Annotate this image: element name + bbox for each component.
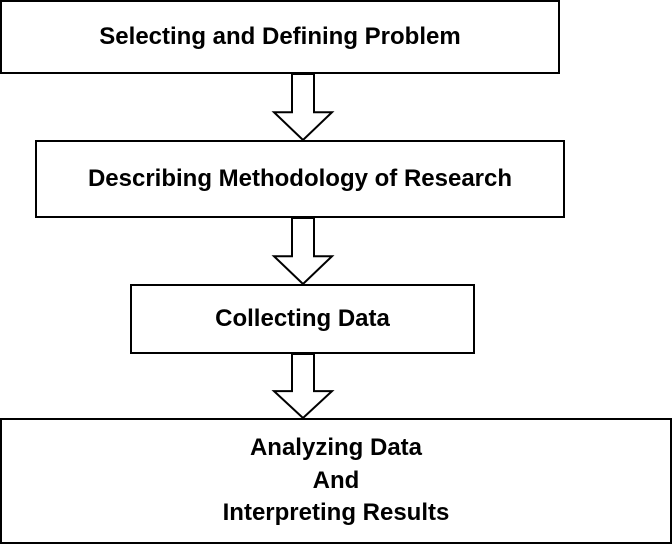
arrow-down-icon <box>268 354 338 418</box>
arrow-down-icon <box>268 74 338 140</box>
flowchart-node-label: Selecting and Defining Problem <box>99 21 460 53</box>
flowchart-node-label: Describing Methodology of Research <box>88 163 512 195</box>
flowchart-node: Collecting Data <box>130 284 475 354</box>
flowchart-node: Describing Methodology of Research <box>35 140 565 218</box>
flowchart-node: Analyzing Data And Interpreting Results <box>0 418 672 544</box>
flowchart-node-label: Collecting Data <box>215 303 390 335</box>
flowchart-node-label: Analyzing Data And Interpreting Results <box>223 432 450 529</box>
flowchart-node: Selecting and Defining Problem <box>0 0 560 74</box>
arrow-down-icon <box>268 218 338 284</box>
